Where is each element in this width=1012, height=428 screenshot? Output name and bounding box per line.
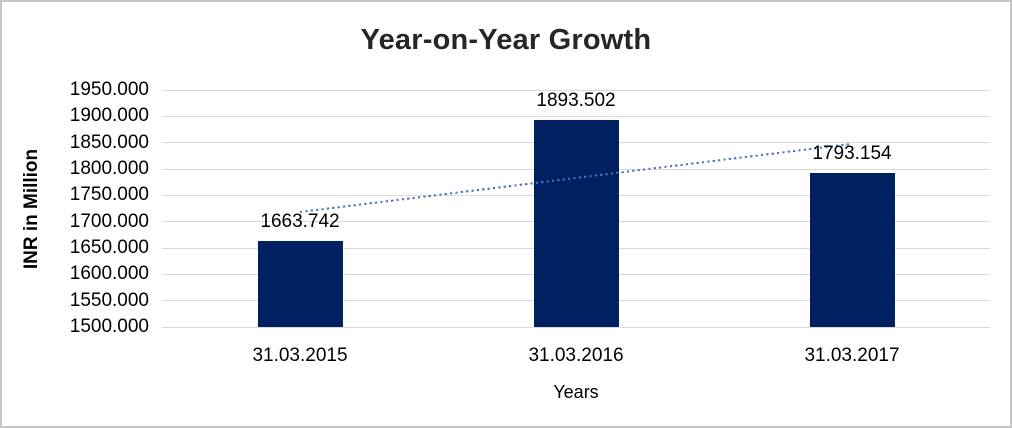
x-tick-label: 31.03.2017	[804, 345, 900, 366]
gridline	[162, 115, 990, 117]
x-tick-label: 31.03.2016	[528, 345, 624, 366]
x-axis-title: Years	[553, 382, 599, 402]
y-tick-label: 1900.000	[69, 105, 149, 127]
data-label: 1793.154	[812, 142, 892, 164]
y-tick-label: 1750.000	[69, 184, 149, 206]
y-tick-label: 1950.000	[69, 79, 149, 100]
bar	[533, 119, 619, 327]
y-tick-label: 1550.000	[69, 289, 149, 311]
chart-title: Year-on-Year Growth	[360, 24, 652, 56]
y-tick-label: 1500.000	[69, 316, 149, 337]
y-tick-label: 1700.000	[69, 210, 149, 232]
y-tick-label: 1600.000	[69, 263, 149, 285]
gridline	[162, 89, 990, 91]
y-tick-label: 1800.000	[69, 158, 149, 179]
data-label: 1893.502	[536, 89, 616, 111]
bar	[809, 172, 895, 327]
data-label: 1663.742	[260, 210, 340, 232]
bar	[257, 240, 343, 327]
y-tick-label: 1850.000	[69, 131, 149, 153]
x-tick-label: 31.03.2015	[252, 345, 348, 366]
gridline	[162, 326, 990, 328]
y-tick-label: 1650.000	[69, 237, 149, 258]
y-axis-title: INR in Million	[21, 148, 42, 270]
